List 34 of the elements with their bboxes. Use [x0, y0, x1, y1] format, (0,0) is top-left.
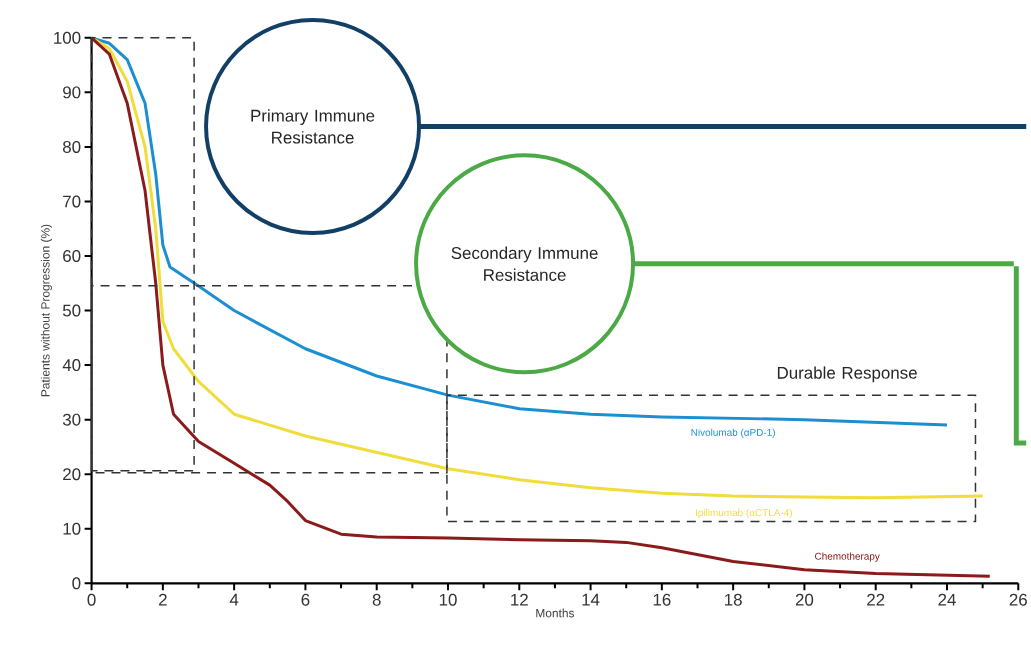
x-tick-label: 12	[511, 593, 528, 606]
x-tick-label: 4	[229, 593, 239, 606]
y-tick-label: 90	[63, 86, 81, 99]
y-tick-label: 60	[63, 250, 81, 263]
y-tick-label: 40	[62, 359, 81, 372]
x-tick-label: 0	[87, 593, 96, 606]
x-tick-label: 20	[795, 593, 814, 606]
x-tick-label: 6	[301, 593, 310, 606]
annotation: Secondary Immune Resistance	[451, 246, 598, 281]
annotation: Primary Immune Resistance	[251, 109, 375, 144]
annotation: Durable Response	[777, 366, 917, 383]
y-tick-label: 10	[63, 522, 81, 535]
y-tick-label: 80	[63, 140, 81, 153]
x-tick-label: 18	[725, 593, 742, 606]
y-tick-label: 100	[54, 31, 81, 44]
series-label: Nivolumab (αPD-1)	[691, 428, 775, 438]
x-tick-label: 22	[867, 593, 885, 606]
x-tick-label: 26	[1009, 593, 1027, 606]
x-tick-label: 24	[938, 593, 956, 606]
x-tick-label: 16	[653, 593, 671, 606]
y-tick-label: 50	[62, 304, 81, 317]
y-tick-label: 30	[62, 413, 81, 426]
x-axis-title: Months	[536, 608, 575, 618]
x-tick-label: 10	[439, 593, 457, 606]
series-label: Chemotherapy	[815, 552, 880, 562]
line-series	[90, 36, 992, 578]
x-tick-label: 14	[582, 593, 600, 606]
y-tick-label: 70	[63, 195, 81, 208]
y-tick-label: 20	[63, 468, 81, 481]
x-tick-label: 2	[159, 593, 167, 606]
x-tick-label: 8	[372, 593, 381, 606]
y-axis-title: Patients without Progression (%)	[40, 224, 52, 397]
series-label: Ipilimumab (αCTLA-4)	[695, 508, 792, 519]
y-tick-label: 0	[72, 577, 81, 590]
